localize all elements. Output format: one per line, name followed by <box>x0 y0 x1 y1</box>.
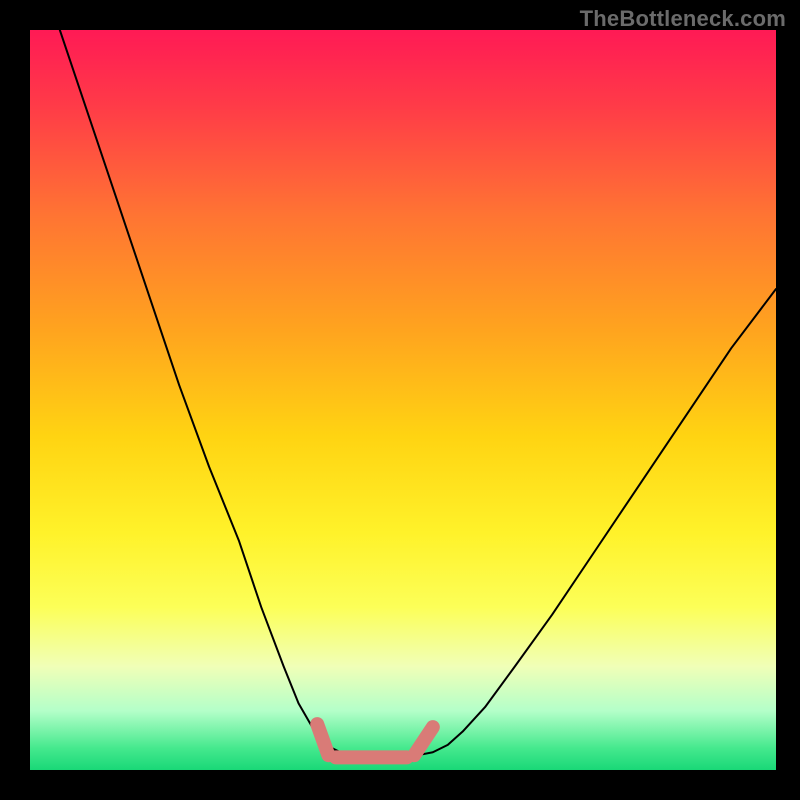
chart-frame: TheBottleneck.com <box>0 0 800 800</box>
gradient-background <box>30 30 776 770</box>
chart-svg <box>30 30 776 770</box>
plot-area <box>30 30 776 770</box>
watermark-text: TheBottleneck.com <box>580 6 786 32</box>
